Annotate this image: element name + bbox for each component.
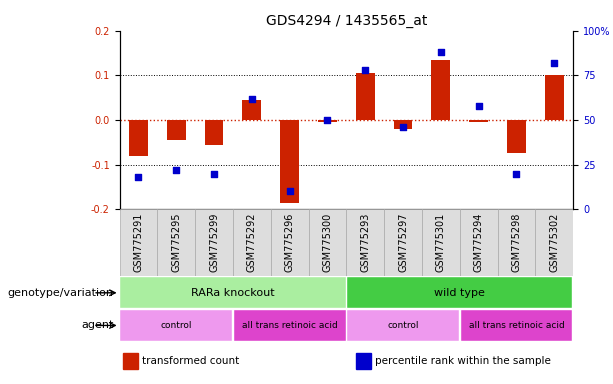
Bar [280, 120, 299, 203]
Point [398, 124, 408, 130]
Bar [507, 120, 526, 154]
Point [512, 170, 522, 177]
Text: RARa knockout: RARa knockout [191, 288, 275, 298]
Text: GSM775292: GSM775292 [247, 213, 257, 272]
FancyBboxPatch shape [347, 277, 573, 308]
Point [549, 60, 559, 66]
Bar [545, 75, 564, 120]
Point [285, 189, 295, 195]
Point [172, 167, 181, 173]
Point [247, 96, 257, 102]
FancyBboxPatch shape [498, 209, 535, 276]
Text: transformed count: transformed count [142, 356, 240, 366]
FancyBboxPatch shape [460, 310, 573, 341]
FancyBboxPatch shape [535, 209, 573, 276]
Bar [129, 120, 148, 156]
Text: GSM775301: GSM775301 [436, 213, 446, 272]
Text: control: control [387, 321, 419, 330]
Point [436, 49, 446, 55]
Point [134, 174, 143, 180]
FancyBboxPatch shape [308, 209, 346, 276]
Text: all trans retinoic acid: all trans retinoic acid [468, 321, 565, 330]
Text: GSM775293: GSM775293 [360, 213, 370, 272]
FancyBboxPatch shape [347, 310, 459, 341]
Bar [205, 120, 224, 144]
Title: GDS4294 / 1435565_at: GDS4294 / 1435565_at [265, 14, 427, 28]
Text: GSM775299: GSM775299 [209, 213, 219, 272]
Text: GSM775294: GSM775294 [474, 213, 484, 272]
FancyBboxPatch shape [271, 209, 308, 276]
Text: GSM775298: GSM775298 [511, 213, 522, 272]
Bar [123, 353, 138, 369]
Bar [394, 120, 413, 129]
FancyBboxPatch shape [233, 209, 271, 276]
FancyBboxPatch shape [120, 310, 232, 341]
Text: genotype/variation: genotype/variation [7, 288, 113, 298]
Bar [356, 73, 375, 120]
Point [209, 170, 219, 177]
Bar [242, 100, 261, 120]
Text: GSM775291: GSM775291 [134, 213, 143, 272]
Text: GSM775295: GSM775295 [171, 213, 181, 272]
Text: GSM775296: GSM775296 [284, 213, 295, 272]
Text: GSM775300: GSM775300 [322, 213, 332, 272]
Text: GSM775302: GSM775302 [549, 213, 559, 272]
Text: all trans retinoic acid: all trans retinoic acid [242, 321, 338, 330]
Bar [469, 120, 488, 122]
FancyBboxPatch shape [346, 209, 384, 276]
Text: agent: agent [81, 320, 113, 331]
Text: wild type: wild type [435, 288, 485, 298]
Bar [318, 120, 337, 122]
Bar [356, 353, 371, 369]
FancyBboxPatch shape [384, 209, 422, 276]
FancyBboxPatch shape [460, 209, 498, 276]
Point [322, 117, 332, 123]
FancyBboxPatch shape [234, 310, 346, 341]
Text: GSM775297: GSM775297 [398, 213, 408, 272]
Point [360, 67, 370, 73]
FancyBboxPatch shape [195, 209, 233, 276]
Text: percentile rank within the sample: percentile rank within the sample [375, 356, 551, 366]
Bar [432, 60, 451, 120]
FancyBboxPatch shape [120, 209, 158, 276]
FancyBboxPatch shape [120, 277, 346, 308]
FancyBboxPatch shape [158, 209, 195, 276]
Point [474, 103, 484, 109]
Bar [167, 120, 186, 140]
FancyBboxPatch shape [422, 209, 460, 276]
Text: control: control [161, 321, 192, 330]
